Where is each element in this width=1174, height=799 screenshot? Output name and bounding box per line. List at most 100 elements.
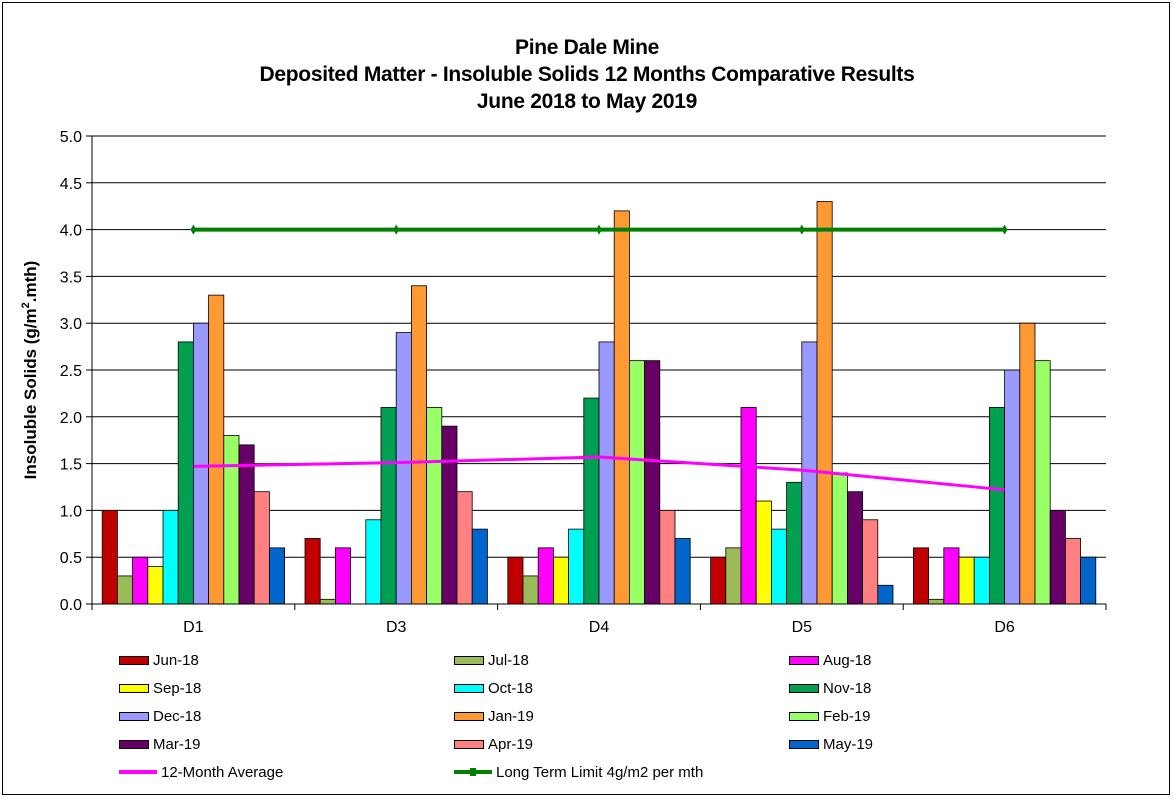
legend-swatch: [454, 655, 484, 665]
bar: [989, 407, 1006, 605]
bar: [208, 294, 225, 605]
bar: [192, 322, 209, 605]
bar: [786, 481, 803, 605]
bar: [710, 556, 727, 605]
chart-title-line-2: Deposited Matter - Insoluble Solids 12 M…: [259, 63, 915, 86]
legend-label: Dec-18: [153, 707, 202, 725]
bar: [629, 360, 646, 605]
y-tick-label: 2.5: [60, 363, 82, 380]
legend-item: Aug-18: [789, 650, 871, 670]
legend-label: Jun-18: [153, 651, 199, 669]
y-tick-label: 0.0: [60, 597, 82, 614]
legend-label: Nov-18: [823, 679, 872, 697]
legend-label: Jan-19: [488, 707, 534, 725]
line-marker: [190, 224, 197, 235]
legend-item: Jul-18: [454, 650, 529, 670]
bar: [441, 425, 458, 605]
bar: [1004, 369, 1021, 605]
bar: [1034, 360, 1051, 605]
bar: [1049, 509, 1066, 605]
bar: [132, 556, 149, 605]
line-marker: [596, 224, 602, 235]
bar: [380, 407, 397, 605]
bar: [928, 598, 945, 605]
bar: [147, 566, 164, 605]
y-tick-label: 4.0: [60, 223, 82, 240]
legend-item: Nov-18: [789, 678, 871, 698]
line-marker: [1001, 224, 1008, 235]
bar: [659, 509, 676, 605]
bar: [162, 509, 179, 605]
legend-label: Mar-19: [153, 735, 201, 753]
chart-title-line-1: Pine Dale Mine: [514, 36, 659, 59]
x-tick-label: D6: [994, 619, 1015, 636]
bar: [674, 538, 691, 605]
legend-line-swatch: [454, 768, 492, 776]
y-tick-label: 3.0: [60, 316, 82, 333]
legend-swatch: [789, 655, 819, 665]
series-line: [193, 455, 1005, 492]
legend-item: Mar-19: [119, 734, 201, 754]
y-tick-label: 5.0: [60, 129, 82, 146]
axes: 0.0 0.5 1.0 1.5 2.0 2.5 3.0 3.5 4.0 4.5 5.0 D1 D3 D4 D…: [60, 129, 1107, 636]
legend-swatch: [454, 711, 484, 721]
bar: [613, 210, 630, 605]
y-tick-label: 2.0: [60, 410, 82, 427]
legend-swatch: [789, 683, 819, 693]
bar: [862, 519, 879, 605]
bars: [101, 201, 1097, 605]
chart-title-line-3: June 2018 to May 2019: [476, 90, 698, 113]
legend-label: May-19: [823, 735, 874, 753]
legend-label: Long Term Limit 4g/m2 per mth: [496, 763, 704, 781]
y-axis-label: Insoluble Solids (g/m2.mth): [20, 261, 40, 480]
bar: [304, 538, 321, 605]
legend-swatch: [119, 739, 149, 749]
bar: [725, 547, 742, 605]
legend-label: 12-Month Average: [161, 763, 284, 781]
legend-label: Apr-19: [488, 735, 534, 753]
bar: [801, 341, 818, 605]
bar: [973, 556, 990, 605]
bar: [847, 491, 864, 605]
y-tick-label: 1.5: [60, 457, 82, 474]
bar: [101, 509, 118, 605]
bar: [583, 397, 600, 605]
legend-item: Apr-19: [454, 734, 533, 754]
bar: [943, 547, 960, 605]
bar: [507, 556, 524, 605]
bar: [319, 598, 336, 605]
y-tick-label: 1.0: [60, 503, 82, 520]
bar: [537, 547, 554, 605]
bar: [831, 472, 848, 605]
bar: [913, 547, 930, 605]
bar: [471, 528, 488, 605]
bar: [1080, 556, 1097, 605]
legend-swatch: [789, 711, 819, 721]
legend-label: Aug-18: [823, 651, 872, 669]
legend-swatch: [454, 683, 484, 693]
x-tick-label: D4: [589, 619, 610, 636]
y-tick-label: 0.5: [60, 550, 82, 567]
bar: [771, 528, 788, 605]
y-tick-label: 4.5: [60, 176, 82, 193]
bar: [253, 491, 270, 605]
bar: [1019, 322, 1036, 605]
legend-label: Sep-18: [153, 679, 202, 697]
bar: [177, 341, 194, 605]
series-lines: [190, 224, 1008, 492]
bar: [816, 201, 833, 605]
legend-line-swatch: [119, 770, 157, 774]
bar: [223, 435, 240, 605]
legend-label: Oct-18: [488, 679, 534, 697]
bar: [522, 575, 539, 605]
bar: [456, 491, 473, 605]
bar: [568, 528, 585, 605]
bar: [553, 556, 570, 605]
legend-item: Sep-18: [119, 678, 201, 698]
legend-item: Feb-19: [789, 706, 871, 726]
bar: [268, 547, 285, 605]
bar: [877, 584, 894, 605]
legend-swatch: [119, 711, 149, 721]
bar: [365, 519, 382, 605]
